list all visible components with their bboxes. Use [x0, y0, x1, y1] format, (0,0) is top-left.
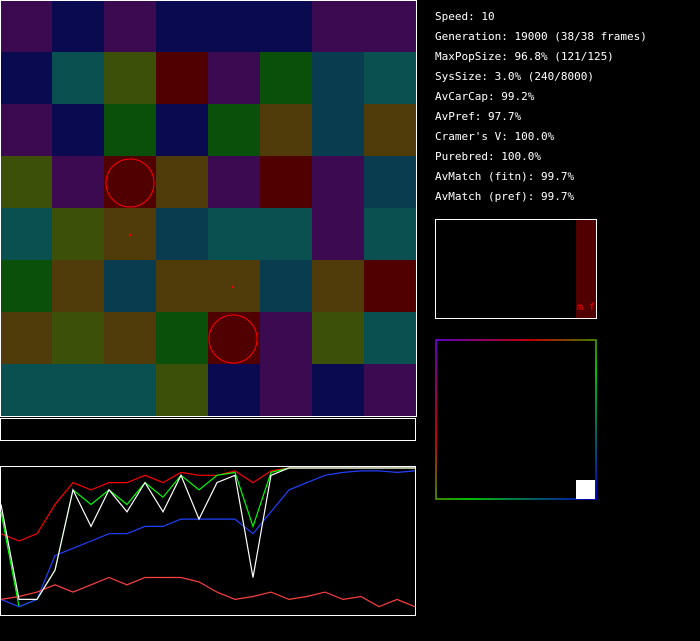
- history-box: [0, 466, 416, 616]
- cell: [104, 52, 156, 104]
- cell: [364, 104, 416, 156]
- stat-line: AvCarCap: 99.2%: [435, 90, 535, 103]
- world-grid: [0, 0, 416, 416]
- cell: [52, 104, 104, 156]
- sex-label: m f: [577, 302, 595, 313]
- cell: [208, 156, 260, 208]
- cell: [312, 104, 364, 156]
- cell: [260, 156, 312, 208]
- cell: [156, 104, 208, 156]
- cell: [364, 260, 416, 312]
- cell: [104, 156, 156, 208]
- cell: [260, 52, 312, 104]
- agent-dot: [128, 233, 132, 237]
- cell: [364, 364, 416, 416]
- cell: [0, 0, 52, 52]
- cell: [156, 312, 208, 364]
- cell: [0, 260, 52, 312]
- cell: [104, 364, 156, 416]
- world-border: [0, 0, 417, 417]
- cell: [260, 312, 312, 364]
- cell: [52, 364, 104, 416]
- cell: [364, 312, 416, 364]
- cell: [156, 52, 208, 104]
- cell: [364, 52, 416, 104]
- history-line: [0, 470, 416, 608]
- cell: [156, 208, 208, 260]
- cell: [156, 0, 208, 52]
- cell: [208, 104, 260, 156]
- cell: [52, 52, 104, 104]
- cell: [312, 52, 364, 104]
- cell: [260, 0, 312, 52]
- agent-circle: [208, 314, 258, 364]
- stat-line: SysSize: 3.0% (240/8000): [435, 70, 594, 83]
- cell: [0, 364, 52, 416]
- cell: [52, 260, 104, 312]
- cell: [208, 260, 260, 312]
- sex-bar: [576, 220, 596, 318]
- history-line: [0, 467, 415, 601]
- progress-box: [0, 418, 416, 441]
- cell: [52, 312, 104, 364]
- cell: [104, 0, 156, 52]
- cell: [156, 364, 208, 416]
- stats-panel: Speed: 10 Generation: 19000 (38/38 frames…: [435, 10, 647, 203]
- cell: [260, 104, 312, 156]
- cell: [52, 208, 104, 260]
- cell: [104, 260, 156, 312]
- cell: [260, 260, 312, 312]
- stat-line: AvMatch (pref): 99.7%: [435, 190, 574, 203]
- cell: [104, 312, 156, 364]
- stat-line: AvMatch (fitn): 99.7%: [435, 170, 574, 183]
- cell: [312, 260, 364, 312]
- pref-box: [435, 339, 597, 500]
- cell: [156, 260, 208, 312]
- stat-line: Generation: 19000 (38/38 frames): [435, 30, 647, 43]
- cell: [52, 0, 104, 52]
- history-line: [0, 467, 415, 608]
- cell: [260, 208, 312, 260]
- cell: [260, 364, 312, 416]
- cell: [364, 0, 416, 52]
- cell: [312, 208, 364, 260]
- cell: [364, 208, 416, 260]
- history-line: [0, 576, 416, 608]
- cell: [0, 52, 52, 104]
- agent-dot: [231, 285, 235, 289]
- cell: [208, 208, 260, 260]
- cell: [0, 312, 52, 364]
- stat-line: MaxPopSize: 96.8% (121/125): [435, 50, 614, 63]
- cell: [208, 0, 260, 52]
- cell: [0, 104, 52, 156]
- cell: [208, 52, 260, 104]
- history-line: [0, 467, 415, 542]
- cell: [52, 156, 104, 208]
- agent-circle: [105, 158, 155, 208]
- cell: [312, 364, 364, 416]
- cell: [156, 156, 208, 208]
- cell: [312, 312, 364, 364]
- stat-line: Purebred: 100.0%: [435, 150, 541, 163]
- cell: [312, 0, 364, 52]
- sex-box: [435, 219, 597, 319]
- stat-line: AvPref: 97.7%: [435, 110, 521, 123]
- cell: [312, 156, 364, 208]
- history-plot: [0, 467, 416, 608]
- cell: [208, 364, 260, 416]
- cell: [0, 208, 52, 260]
- cell: [0, 156, 52, 208]
- stat-line: Cramer's V: 100.0%: [435, 130, 555, 143]
- pref-marker: [576, 480, 595, 499]
- cell: [208, 312, 260, 364]
- stat-line: Speed: 10: [435, 10, 495, 23]
- cell: [104, 104, 156, 156]
- cell: [364, 156, 416, 208]
